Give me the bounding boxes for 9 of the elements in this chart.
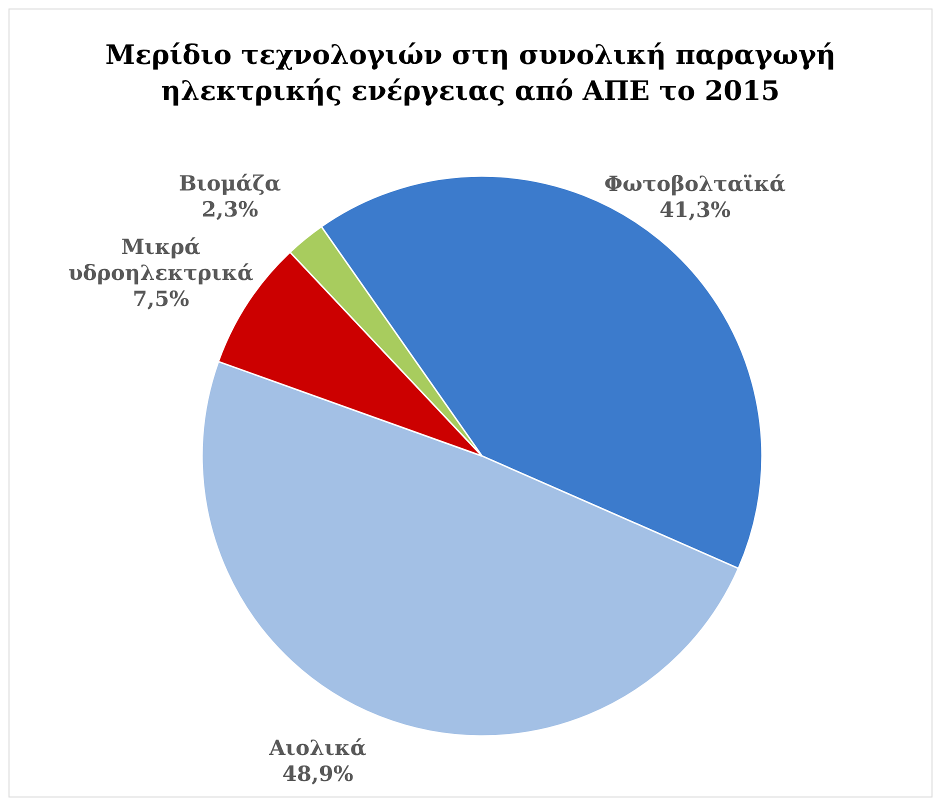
data-label: 2,3% [202,196,258,222]
data-label: 41,3% [659,197,731,222]
slice-label: Βιομάζα [178,170,281,196]
data-label: 48,9% [282,761,354,786]
data-label: 7,5% [132,286,190,311]
chart-title: Μερίδιο τεχνολογιών στη συνολική παραγωγή ηλεκτρικής ενέργειας από ΑΠΕ το 2015 [105,40,836,107]
slice-label: Μικρά υδροηλεκτρικά [68,234,254,285]
slice-label: Αιολικά [268,735,366,760]
slice-label: Φωτοβολταϊκά [604,171,786,196]
